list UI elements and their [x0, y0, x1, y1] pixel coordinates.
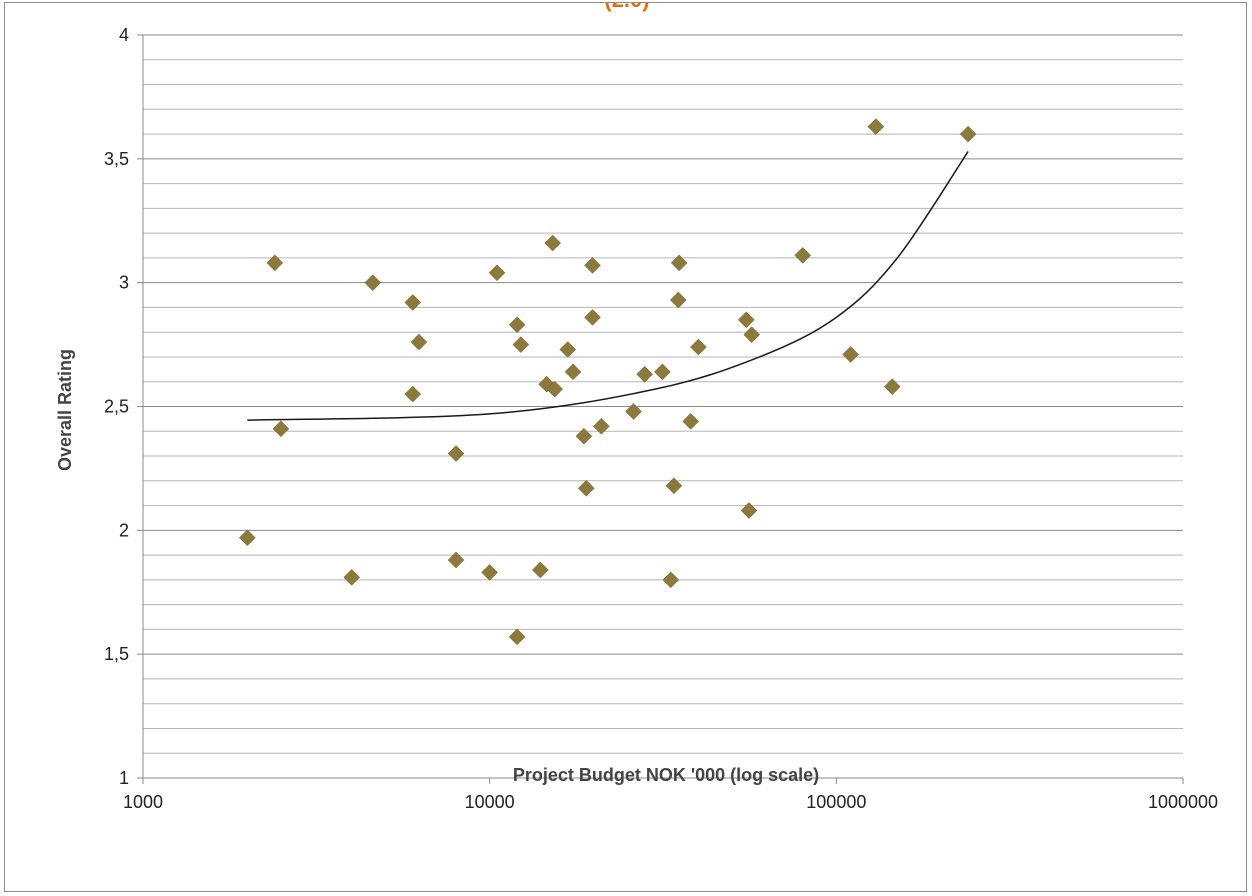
x-tick-label: 1000	[123, 792, 163, 812]
data-point	[577, 479, 595, 497]
data-points	[239, 118, 977, 646]
y-tick-label: 1,5	[104, 644, 129, 664]
y-tick-label: 3	[119, 273, 129, 293]
data-point	[508, 316, 526, 334]
y-tick-label: 4	[119, 25, 129, 45]
data-point	[447, 445, 465, 462]
data-point	[488, 264, 506, 282]
x-tick-label: 100000	[806, 792, 866, 812]
data-point	[266, 254, 284, 272]
data-point	[410, 333, 428, 351]
data-point	[636, 365, 654, 383]
data-point	[544, 234, 562, 252]
data-point	[740, 502, 758, 519]
data-point	[481, 564, 499, 581]
data-point	[584, 256, 601, 274]
data-point	[564, 363, 582, 381]
trendline	[247, 150, 969, 421]
data-point	[272, 420, 290, 438]
data-point	[546, 380, 564, 398]
data-point	[690, 338, 707, 356]
data-point	[593, 417, 610, 435]
data-point	[512, 336, 530, 353]
data-point	[670, 254, 688, 272]
chart-title: (2.0)	[604, 3, 649, 12]
data-point	[665, 477, 683, 495]
data-point	[364, 274, 382, 292]
data-point	[559, 341, 577, 358]
data-point	[584, 308, 601, 326]
chart-frame: 1 1,5 2 2,5 3 3,5 4 1000 10000 100000 1000000 (2.0…	[4, 2, 1247, 892]
y-tick-label: 3,5	[104, 149, 129, 169]
data-point	[867, 118, 885, 135]
data-point	[575, 427, 593, 445]
data-point	[794, 247, 812, 264]
data-point	[737, 311, 755, 329]
data-point	[883, 378, 901, 396]
data-point	[959, 125, 977, 143]
data-point	[404, 385, 422, 403]
data-point	[669, 291, 687, 309]
gridlines	[143, 34, 1183, 754]
axes	[137, 34, 1184, 784]
data-point	[625, 403, 642, 420]
trendline-group	[247, 150, 969, 421]
data-point	[654, 363, 671, 381]
data-point	[662, 571, 680, 589]
data-point	[682, 413, 700, 430]
x-tick-label: 1000000	[1148, 792, 1218, 812]
data-point	[343, 569, 361, 586]
tick-labels: 1 1,5 2 2,5 3 3,5 4 1000 10000 100000 1000000	[104, 25, 1218, 812]
data-point	[743, 326, 761, 344]
data-point	[239, 529, 256, 547]
data-point	[508, 628, 526, 646]
data-point	[447, 551, 465, 569]
x-axis-title: Project Budget NOK '000 (log scale)	[513, 765, 819, 785]
y-axis-title: Overall Rating	[55, 349, 75, 471]
scatter-chart: 1 1,5 2 2,5 3 3,5 4 1000 10000 100000 1000000 (2.0…	[55, 3, 1218, 812]
y-tick-label: 2	[119, 520, 129, 540]
y-tick-label: 2,5	[104, 397, 129, 417]
x-tick-label: 10000	[465, 792, 515, 812]
data-point	[531, 561, 549, 579]
data-point	[404, 294, 422, 311]
data-point	[842, 346, 860, 363]
y-tick-label: 1	[119, 768, 129, 788]
